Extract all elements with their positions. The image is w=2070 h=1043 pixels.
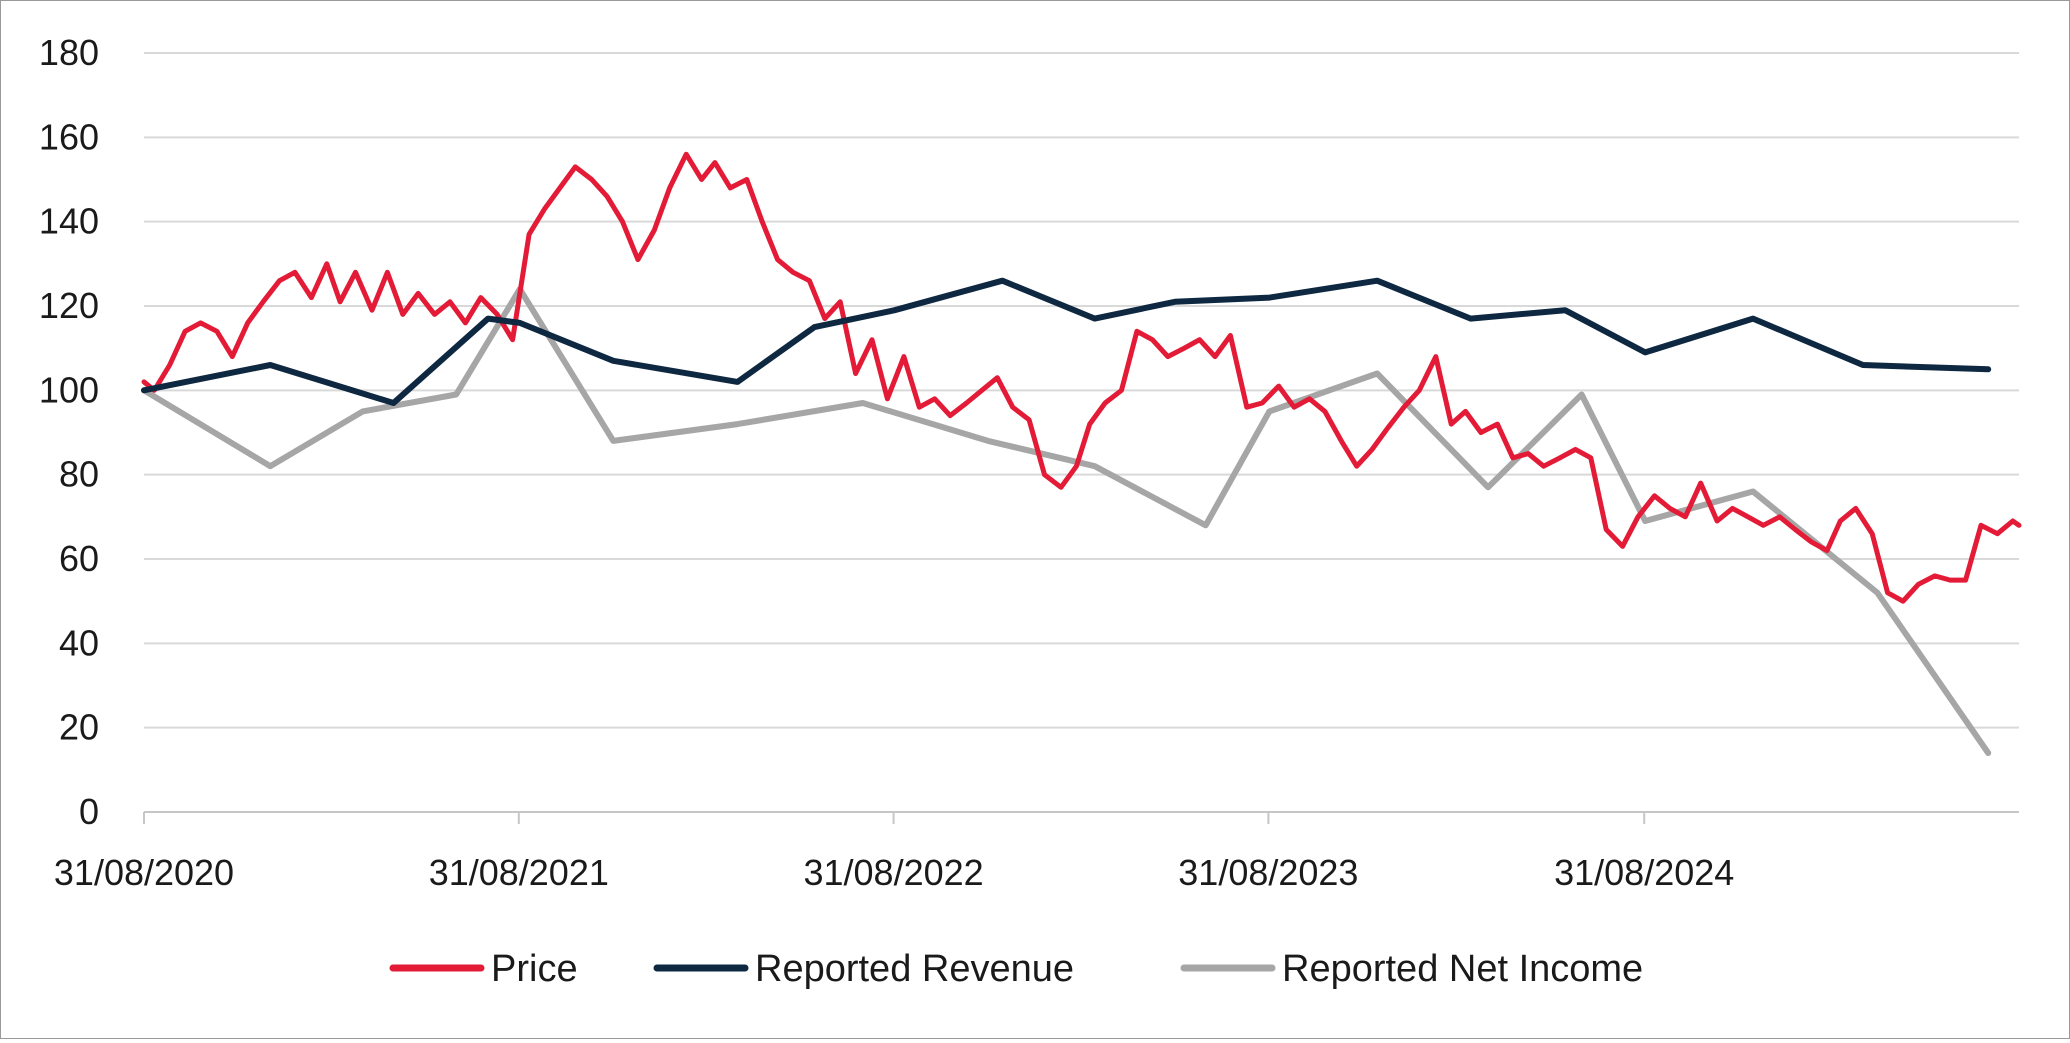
x-tick-label: 31/08/2023	[1178, 852, 1358, 893]
legend-label-reported-net-income: Reported Net Income	[1282, 948, 1643, 990]
y-tick-label: 140	[39, 201, 99, 242]
x-tick-label: 31/08/2022	[803, 852, 983, 893]
legend-label-price: Price	[491, 948, 578, 990]
y-tick-label: 180	[39, 32, 99, 73]
y-tick-label: 120	[39, 285, 99, 326]
x-axis-ticks: 31/08/2020 31/08/2021 31/08/2022 31/08/2023…	[54, 812, 1734, 893]
legend-label-reported-revenue: Reported Revenue	[755, 948, 1074, 990]
legend: Price Reported Revenue Reported Net Income	[389, 948, 1643, 990]
series-lines	[141, 151, 2022, 756]
series-line-reported-net-income	[141, 286, 1992, 756]
y-axis-ticks: 0 20 40 60 80 100 120 140 160 180	[39, 32, 99, 832]
x-tick-label: 31/08/2024	[1554, 852, 1734, 893]
x-tick-label: 31/08/2021	[429, 852, 609, 893]
y-tick-label: 100	[39, 369, 99, 410]
y-tick-label: 40	[59, 622, 99, 663]
y-tick-label: 160	[39, 116, 99, 157]
series-line-reported-revenue	[141, 277, 1992, 406]
y-tick-label: 20	[59, 707, 99, 748]
y-tick-label: 60	[59, 538, 99, 579]
x-tick-label: 31/08/2020	[54, 852, 234, 893]
y-tick-label: 80	[59, 454, 99, 495]
gridlines	[144, 52, 2019, 729]
y-tick-label: 0	[79, 791, 99, 832]
series-line-price	[141, 151, 2022, 604]
